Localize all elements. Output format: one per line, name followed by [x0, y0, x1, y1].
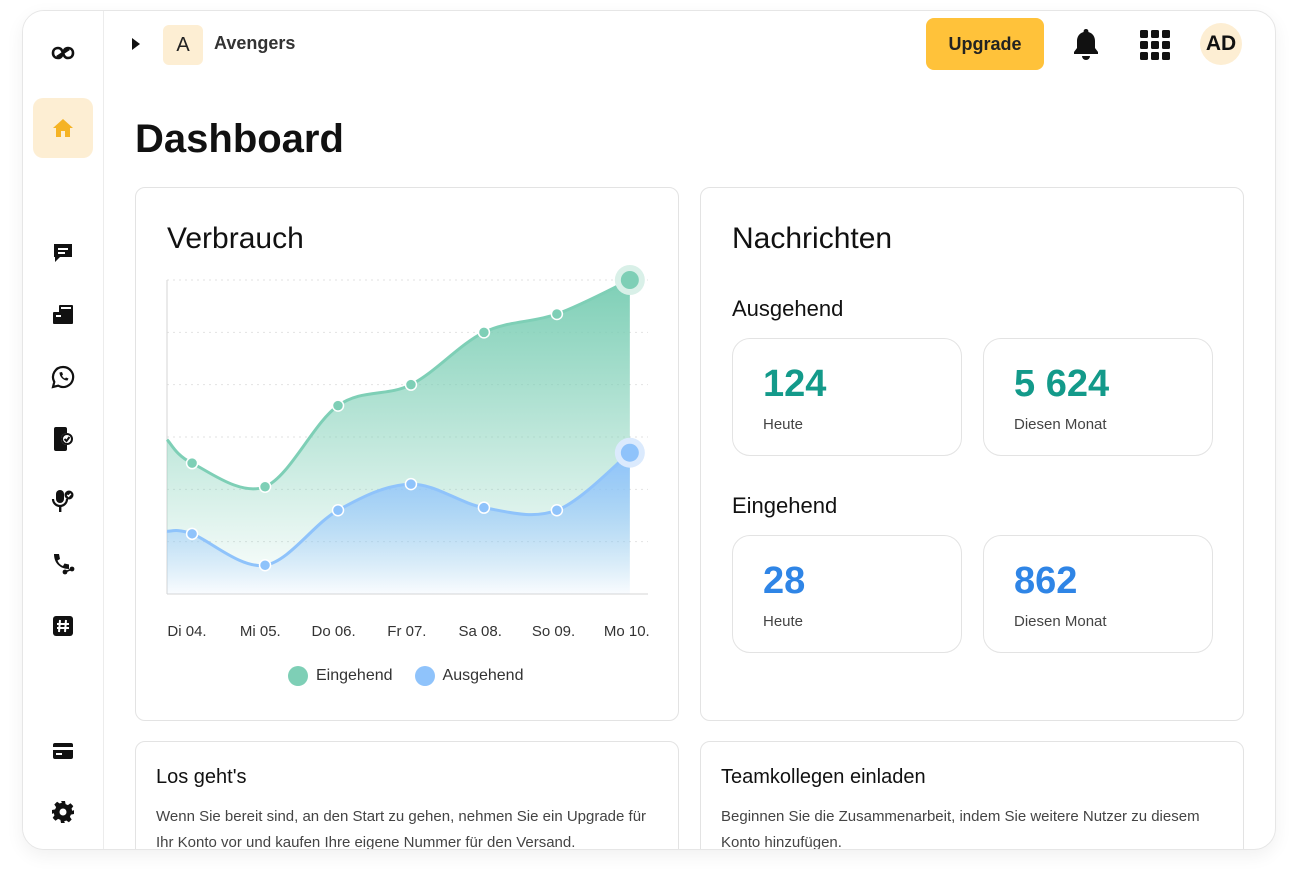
whatsapp-icon[interactable]	[33, 347, 93, 407]
get-started-title: Los geht's	[156, 766, 247, 788]
usage-card: Verbrauch Di 04. Mi 05. Do 06. Fr 07. Sa 08.…	[135, 187, 679, 721]
x-tick-label: Do 06.	[311, 623, 355, 640]
chart-legend: Eingehend Ausgehend	[288, 666, 523, 686]
messages-card: Nachrichten Ausgehend 124 Heute 5 624 Di…	[700, 187, 1244, 721]
legend-swatch-outgoing	[414, 666, 435, 686]
inbox-icon[interactable]	[33, 284, 93, 344]
bell-icon[interactable]	[1070, 27, 1102, 61]
page-title: Dashboard	[135, 117, 344, 161]
data-point[interactable]	[550, 504, 564, 517]
outgoing-month-value: 5 624	[1014, 363, 1110, 405]
chat-icon[interactable]	[33, 223, 93, 283]
data-point[interactable]	[404, 378, 418, 391]
x-tick-label: Fr 07.	[387, 623, 426, 640]
home-icon[interactable]	[33, 98, 93, 158]
data-point[interactable]	[550, 307, 564, 321]
invite-card[interactable]: Teamkollegen einladen Beginnen Sie die Z…	[700, 741, 1244, 850]
data-point[interactable]	[620, 443, 639, 462]
app-window: A Avengers Upgrade AD Dashboard Verbrauc…	[22, 10, 1276, 850]
data-point[interactable]	[331, 504, 345, 517]
incoming-today-label: Heute	[763, 613, 804, 630]
messages-title: Nachrichten	[732, 222, 893, 255]
data-point[interactable]	[185, 456, 199, 470]
data-point[interactable]	[620, 271, 639, 289]
legend-label-incoming: Eingehend	[316, 667, 393, 684]
outgoing-today-value: 124	[763, 363, 827, 405]
voice-icon[interactable]	[33, 471, 93, 531]
outgoing-month-label: Diesen Monat	[1014, 416, 1107, 433]
data-point[interactable]	[404, 477, 418, 491]
outgoing-today-label: Heute	[763, 416, 804, 433]
x-tick-label: Mi 05.	[240, 623, 281, 640]
data-point[interactable]	[477, 326, 491, 339]
outgoing-title: Ausgehend	[732, 296, 844, 321]
sidebar	[23, 11, 104, 849]
x-tick-label: Mo 10.	[604, 623, 650, 640]
legend-item-incoming[interactable]: Eingehend	[288, 666, 393, 686]
settings-icon[interactable]	[33, 782, 93, 842]
legend-item-outgoing[interactable]: Ausgehend	[414, 666, 524, 686]
logo-icon[interactable]	[33, 23, 93, 83]
caret-right-icon[interactable]	[129, 37, 143, 51]
incoming-today-value: 28	[763, 560, 806, 602]
outgoing-today-stat: 124 Heute	[732, 338, 962, 456]
workspace-name[interactable]: Avengers	[214, 33, 296, 53]
user-avatar[interactable]: AD	[1200, 23, 1242, 65]
incoming-month-stat: 862 Diesen Monat	[983, 535, 1213, 653]
x-tick-label: So 09.	[532, 623, 575, 640]
data-point[interactable]	[477, 501, 491, 514]
usage-chart: Di 04. Mi 05. Do 06. Fr 07. Sa 08. So 09. Mo 1…	[165, 265, 650, 640]
outgoing-month-stat: 5 624 Diesen Monat	[983, 338, 1213, 456]
x-tick-label: Sa 08.	[459, 623, 502, 640]
data-point[interactable]	[331, 399, 345, 412]
invite-title: Teamkollegen einladen	[721, 766, 926, 788]
data-point[interactable]	[185, 527, 199, 541]
legend-label-outgoing: Ausgehend	[442, 667, 524, 684]
phone-verify-icon[interactable]	[33, 409, 93, 469]
usage-title: Verbrauch	[167, 222, 304, 255]
incoming-title: Eingehend	[732, 493, 838, 518]
incoming-month-label: Diesen Monat	[1014, 613, 1107, 630]
legend-swatch-incoming	[288, 666, 308, 686]
incoming-today-stat: 28 Heute	[732, 535, 962, 653]
series-line-incoming	[165, 278, 631, 491]
data-point[interactable]	[258, 480, 272, 493]
incoming-month-value: 862	[1014, 560, 1078, 602]
workspace-avatar[interactable]: A	[163, 25, 203, 65]
billing-icon[interactable]	[33, 721, 93, 781]
upgrade-button[interactable]: Upgrade	[926, 18, 1044, 70]
apps-grid-icon[interactable]	[1139, 29, 1171, 61]
invite-text: Beginnen Sie die Zusammenarbeit, indem S…	[721, 808, 1200, 850]
x-tick-label: Di 04.	[167, 623, 206, 640]
get-started-card[interactable]: Los geht's Wenn Sie bereit sind, an den …	[135, 741, 679, 850]
call-forward-icon[interactable]	[33, 534, 93, 594]
data-point[interactable]	[258, 558, 272, 572]
get-started-text: Wenn Sie bereit sind, an den Start zu ge…	[156, 808, 647, 850]
hashtag-icon[interactable]	[33, 596, 93, 656]
